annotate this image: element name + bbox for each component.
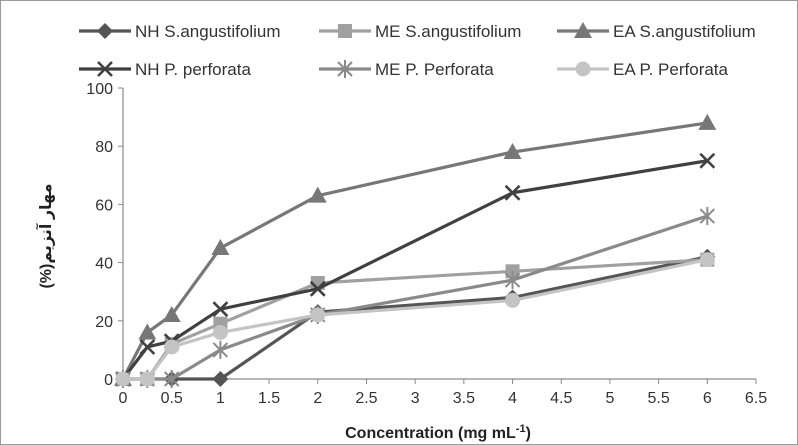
x-tick-label: 0	[119, 390, 128, 407]
legend-item-ea-s-angustifolium: EA S.angustifolium	[557, 22, 756, 41]
data-point	[162, 305, 181, 322]
legend-label: EA P. Perforata	[613, 60, 729, 79]
data-point	[699, 152, 716, 169]
legend-label: ME P. Perforata	[375, 60, 494, 79]
data-point	[212, 371, 229, 387]
series-layer	[114, 113, 717, 388]
x-tick-label: 3	[411, 390, 420, 407]
legend-label: ME S.angustifolium	[375, 22, 521, 41]
series-ea-p-perforata	[115, 252, 715, 387]
legend-item-ea-p-perforata: EA P. Perforata	[557, 60, 729, 79]
data-point	[212, 301, 229, 318]
data-point	[211, 239, 230, 256]
data-point	[115, 371, 131, 387]
legend-marker	[575, 61, 591, 77]
legend-label: NH S.angustifolium	[135, 22, 281, 41]
legend-marker	[337, 60, 353, 78]
y-axis-title: (%)مهار آنزیم	[35, 183, 55, 288]
series-line	[121, 255, 709, 381]
data-point	[139, 339, 156, 355]
data-point	[310, 307, 326, 323]
x-tick-label: 2	[313, 390, 322, 407]
y-tick-label: 100	[86, 81, 113, 98]
legend-item-me-p-perforata: ME P. Perforata	[319, 60, 494, 79]
y-tick-label: 0	[104, 372, 113, 389]
data-point	[699, 252, 715, 268]
legend-item-me-s-angustifolium: ME S.angustifolium	[319, 22, 521, 41]
data-point	[164, 339, 180, 355]
legend-label: NH P. perforata	[135, 60, 251, 79]
data-point	[505, 292, 521, 308]
y-tick-label: 80	[95, 139, 113, 156]
legend-item-nh-s-angustifolium: NH S.angustifolium	[79, 22, 281, 41]
data-point	[139, 371, 155, 387]
data-point	[309, 280, 326, 297]
legend-item-nh-p-perforata: NH P. perforata	[79, 60, 251, 79]
data-point	[503, 143, 522, 160]
x-tick-label: 1	[216, 390, 225, 407]
series-line	[121, 121, 709, 381]
x-tick-label: 4	[508, 390, 517, 407]
legend: NH S.angustifolium ME S.angustifolium EA S…	[79, 22, 756, 79]
series-line	[121, 159, 709, 381]
y-tick-label: 20	[95, 314, 113, 331]
legend-label: EA S.angustifolium	[613, 22, 756, 41]
x-tick-label: 3.5	[453, 390, 475, 407]
data-point	[698, 113, 717, 130]
x-tick-label: 4.5	[550, 390, 572, 407]
series-me-p-perforata	[115, 207, 716, 388]
axes: 0 0.5 1 1.5 2 2.5 3 3.5 4 4.5 5 5.5 6 6.5 0 20 40 60 80 100	[86, 81, 767, 407]
x-tick-label: 6.5	[745, 390, 767, 407]
data-point	[504, 184, 521, 201]
series-ea-s-angustifolium	[114, 113, 717, 386]
x-tick-label: 1.5	[258, 390, 280, 407]
x-tick-label: 0.5	[161, 390, 183, 407]
data-point	[504, 271, 521, 290]
x-tick-label: 5.5	[647, 390, 669, 407]
legend-marker	[97, 61, 113, 77]
data-point	[699, 207, 716, 226]
x-tick-label: 6	[703, 390, 712, 407]
y-tick-label: 40	[95, 256, 113, 273]
x-tick-label: 5	[605, 390, 614, 407]
data-point	[163, 370, 180, 388]
legend-marker	[574, 22, 592, 38]
legend-marker	[338, 24, 352, 38]
data-point	[308, 186, 327, 203]
x-axis-title: Concentration (mg mL-1)	[345, 423, 531, 442]
data-point	[212, 324, 228, 340]
x-tick-label: 2.5	[355, 390, 377, 407]
legend-marker	[97, 23, 113, 39]
y-tick-label: 60	[95, 197, 113, 214]
data-point	[212, 340, 229, 359]
data-point	[138, 323, 157, 340]
